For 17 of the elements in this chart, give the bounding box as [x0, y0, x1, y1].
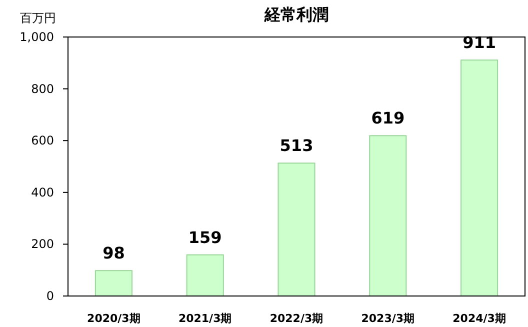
data-label: 159 — [188, 228, 222, 247]
xtick: 2022/3期 — [270, 312, 324, 325]
ytick: 1,000 — [20, 30, 54, 44]
title: 経常利潤 — [264, 5, 328, 24]
ylabel: 百万円 — [20, 11, 56, 25]
data-label: 98 — [102, 244, 125, 263]
xtick: 2023/3期 — [361, 312, 415, 325]
data-label: 513 — [280, 136, 314, 156]
data-label: 619 — [371, 108, 405, 128]
xtick: 2021/3期 — [178, 312, 232, 325]
ytick: 400 — [31, 185, 54, 200]
ytick: 600 — [31, 134, 54, 148]
xtick: 2020/3期 — [87, 312, 140, 325]
ytick: 200 — [31, 237, 54, 252]
ytick: 0 — [46, 289, 54, 303]
ytick: 800 — [31, 82, 54, 96]
xtick: 2024/3期 — [452, 312, 506, 325]
